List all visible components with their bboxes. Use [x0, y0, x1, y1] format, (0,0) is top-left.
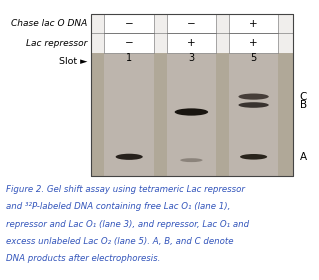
Text: 1: 1: [126, 53, 132, 63]
Ellipse shape: [180, 158, 203, 162]
Bar: [167, 33, 216, 53]
Text: Slot ►: Slot ►: [59, 57, 88, 66]
Text: −: −: [125, 18, 134, 29]
Bar: [105, 33, 154, 53]
Bar: [229, 14, 278, 176]
Text: DNA products after electrophoresis.: DNA products after electrophoresis.: [6, 254, 161, 263]
Text: A: A: [300, 152, 307, 162]
Bar: [105, 14, 154, 176]
Text: −: −: [125, 38, 134, 48]
Ellipse shape: [239, 94, 269, 100]
Text: excess unlabeled Lac O₂ (lane 5). A, B, and C denote: excess unlabeled Lac O₂ (lane 5). A, B, …: [6, 237, 234, 246]
Text: 3: 3: [188, 53, 195, 63]
Ellipse shape: [116, 154, 143, 160]
Text: +: +: [249, 38, 258, 48]
Text: 5: 5: [250, 53, 257, 63]
Text: +: +: [187, 38, 196, 48]
Text: Lac repressor: Lac repressor: [26, 39, 88, 48]
Text: repressor and Lac O₁ (lane 3), and repressor, Lac O₁ and: repressor and Lac O₁ (lane 3), and repre…: [6, 220, 249, 228]
Text: +: +: [249, 18, 258, 29]
Text: −: −: [187, 18, 196, 29]
Bar: [91, 14, 293, 176]
Ellipse shape: [240, 154, 267, 160]
Bar: [105, 14, 154, 33]
Text: B: B: [300, 100, 307, 110]
Ellipse shape: [239, 102, 269, 108]
Text: Figure 2. Gel shift assay using tetrameric Lac repressor: Figure 2. Gel shift assay using tetramer…: [6, 185, 245, 194]
Bar: [229, 14, 278, 33]
Bar: [91, 14, 293, 176]
Bar: [167, 14, 216, 176]
Bar: [229, 33, 278, 53]
Bar: [91, 14, 293, 53]
Text: and ³²P-labeled DNA containing free Lac O₁ (lane 1),: and ³²P-labeled DNA containing free Lac …: [6, 202, 231, 211]
Bar: [167, 14, 216, 33]
Ellipse shape: [175, 108, 208, 116]
Text: C: C: [300, 92, 307, 102]
Text: Chase lac O DNA: Chase lac O DNA: [11, 19, 88, 28]
